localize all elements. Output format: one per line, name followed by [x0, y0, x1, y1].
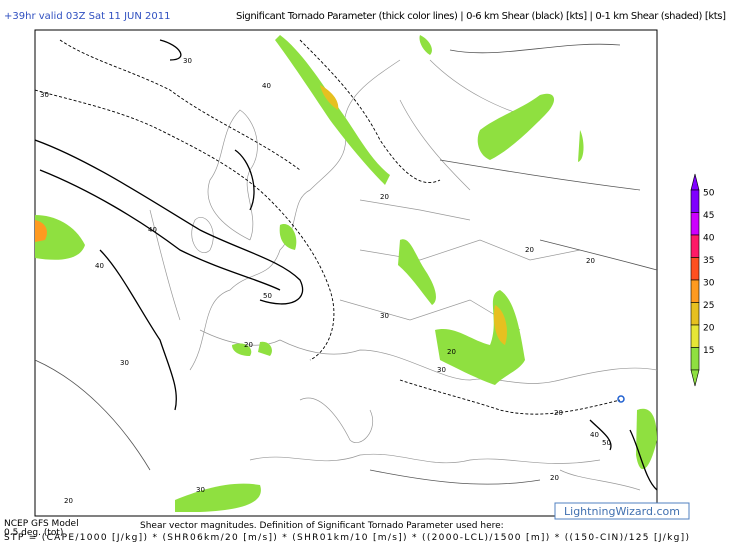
- colorbar-label: 45: [703, 211, 714, 221]
- contour-label: 20: [64, 497, 73, 505]
- colorbar-label: 30: [703, 279, 715, 289]
- colorbar-swatch: [690, 324, 700, 348]
- valid-time: +39hr valid 03Z Sat 11 JUN 2011: [4, 11, 170, 22]
- colorbar-label: 40: [703, 234, 715, 244]
- stp-formula: STP = (CAPE/1000 [J/kg]) * (SHR06km/20 […: [4, 533, 689, 543]
- map-title: Significant Tornado Parameter (thick col…: [236, 11, 726, 22]
- footer-note: Shear vector magnitudes. Definition of S…: [140, 521, 504, 531]
- contour-label: 20: [550, 474, 559, 482]
- contour-label: 40: [148, 226, 157, 234]
- contour-label: 30: [380, 312, 389, 320]
- contour-label: 40: [262, 82, 271, 90]
- colorbar-swatch: [690, 279, 700, 303]
- site-box: [554, 502, 690, 520]
- contour-label: 30: [437, 366, 446, 374]
- colorbar-label: 15: [703, 346, 714, 356]
- contour-label: 20: [244, 341, 253, 349]
- colorbar-swatch: [690, 302, 700, 326]
- colorbar-arrow: [690, 173, 700, 191]
- contour-label: 20: [586, 257, 595, 265]
- model-name: NCEP GFS Model: [4, 519, 79, 529]
- colorbar-arrow: [690, 369, 700, 387]
- contour-label: 30: [196, 486, 205, 494]
- stp-contour: [617, 395, 625, 403]
- contour-label: 40: [95, 262, 104, 270]
- colorbar-swatch: [690, 189, 700, 213]
- colorbar-swatch: [690, 234, 700, 258]
- colorbar-swatch: [690, 212, 700, 236]
- contour-label: 30: [40, 91, 49, 99]
- coastlines: [149, 59, 657, 491]
- contour-label: 50: [602, 439, 611, 447]
- colorbar-swatch: [690, 257, 700, 281]
- contour-label: 30: [183, 57, 192, 65]
- contour-label: 40: [590, 431, 599, 439]
- map-frame: [34, 29, 658, 517]
- resolution: 0.5 deg. (tot): [4, 528, 63, 538]
- site-link: LightningWizard.com: [564, 505, 680, 518]
- contour-label: 50: [263, 292, 272, 300]
- shear-contours: [35, 39, 657, 491]
- contour-label: 30: [120, 359, 129, 367]
- contour-label: 20: [554, 409, 563, 417]
- colorbar-swatch: [690, 347, 700, 371]
- colorbar-label: 25: [703, 301, 714, 311]
- contour-label: 20: [447, 348, 456, 356]
- map-body: [35, 35, 657, 512]
- colorbar-label: 35: [703, 256, 714, 266]
- colorbar: 50 45 40 35 30 25 20 15: [690, 173, 715, 387]
- contour-label: 20: [380, 193, 389, 201]
- colorbar-label: 50: [703, 189, 715, 199]
- shaded-shear: [35, 35, 657, 512]
- contour-label: 20: [525, 246, 534, 254]
- colorbar-label: 20: [703, 324, 715, 334]
